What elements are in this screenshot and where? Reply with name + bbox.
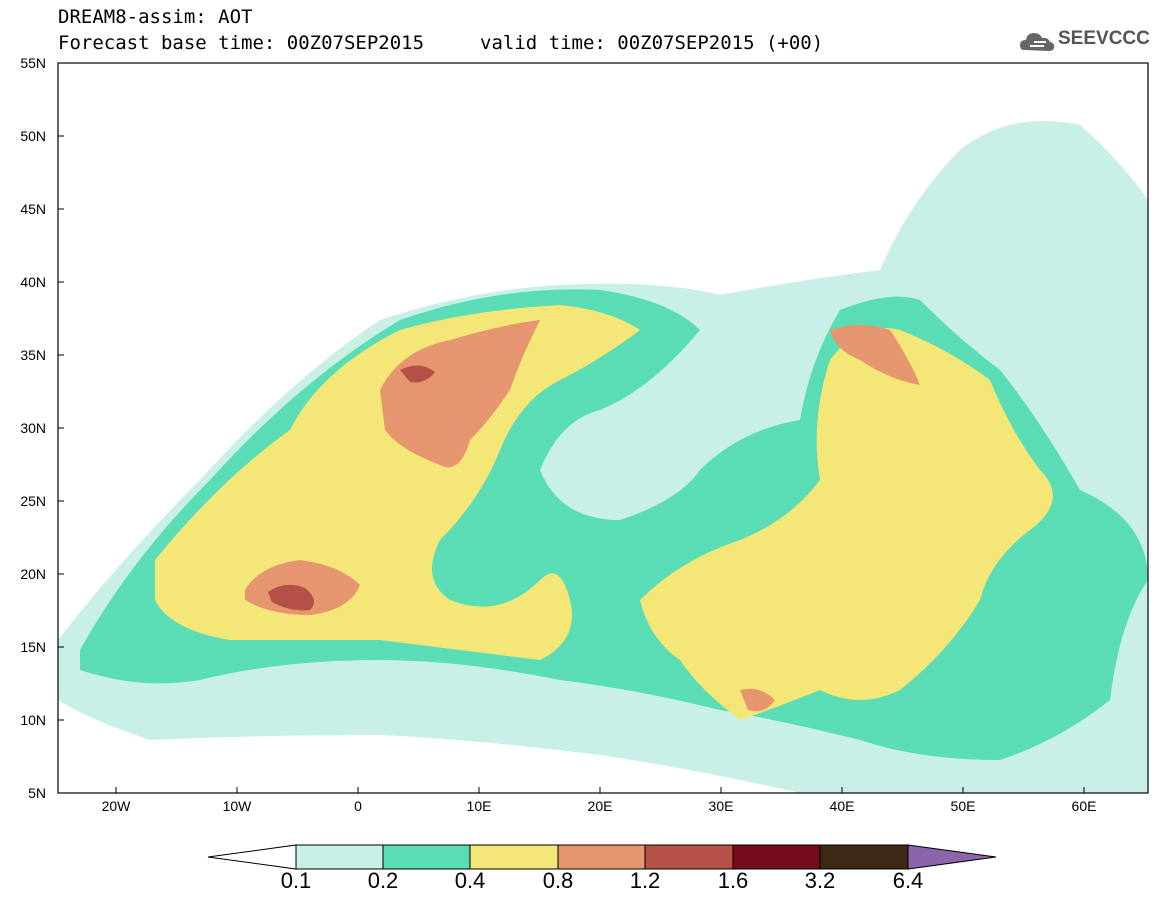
- lat-tick: 20N: [20, 566, 46, 582]
- cloud-icon: [1020, 33, 1055, 51]
- lat-tick: 30N: [20, 420, 46, 436]
- colorbar-label: 6.4: [892, 868, 924, 893]
- lon-tick: 20W: [101, 798, 131, 814]
- lon-tick: 40E: [829, 798, 855, 814]
- lat-tick: 40N: [20, 274, 46, 290]
- lat-tick: 45N: [20, 201, 46, 217]
- colorbar-label: 3.2: [804, 868, 836, 893]
- colorbar-label: 0.8: [542, 868, 574, 893]
- valid-time: valid time: 00Z07SEP2015 (+00): [480, 32, 824, 54]
- lon-tick: 30E: [708, 798, 734, 814]
- lat-tick: 5N: [28, 785, 46, 801]
- colorbar: [207, 844, 997, 870]
- lon-tick: 60E: [1071, 798, 1097, 814]
- forecast-base-time: Forecast base time: 00Z07SEP2015: [58, 32, 425, 54]
- lat-tick: 25N: [20, 493, 46, 509]
- colorbar-label: 0.2: [367, 868, 399, 893]
- lon-tick: 50E: [950, 798, 976, 814]
- lat-tick: 55N: [20, 55, 46, 71]
- lat-tick: 10N: [20, 712, 46, 728]
- lon-tick: 0: [354, 798, 362, 814]
- lat-tick: 50N: [20, 128, 46, 144]
- aot-field: [58, 120, 1148, 793]
- lon-tick: 10E: [466, 798, 492, 814]
- logo-text: SEEVCCC: [1058, 28, 1150, 49]
- lon-tick: 20E: [587, 798, 613, 814]
- map-title: DREAM8-assim: AOT: [58, 6, 253, 28]
- colorbar-label: 0.4: [454, 868, 486, 893]
- colorbar-label: 1.6: [717, 868, 749, 893]
- lon-tick: 10W: [222, 798, 252, 814]
- lat-tick: 15N: [20, 639, 46, 655]
- lat-tick: 35N: [20, 347, 46, 363]
- colorbar-label: 0.1: [280, 868, 312, 893]
- colorbar-label: 1.2: [629, 868, 661, 893]
